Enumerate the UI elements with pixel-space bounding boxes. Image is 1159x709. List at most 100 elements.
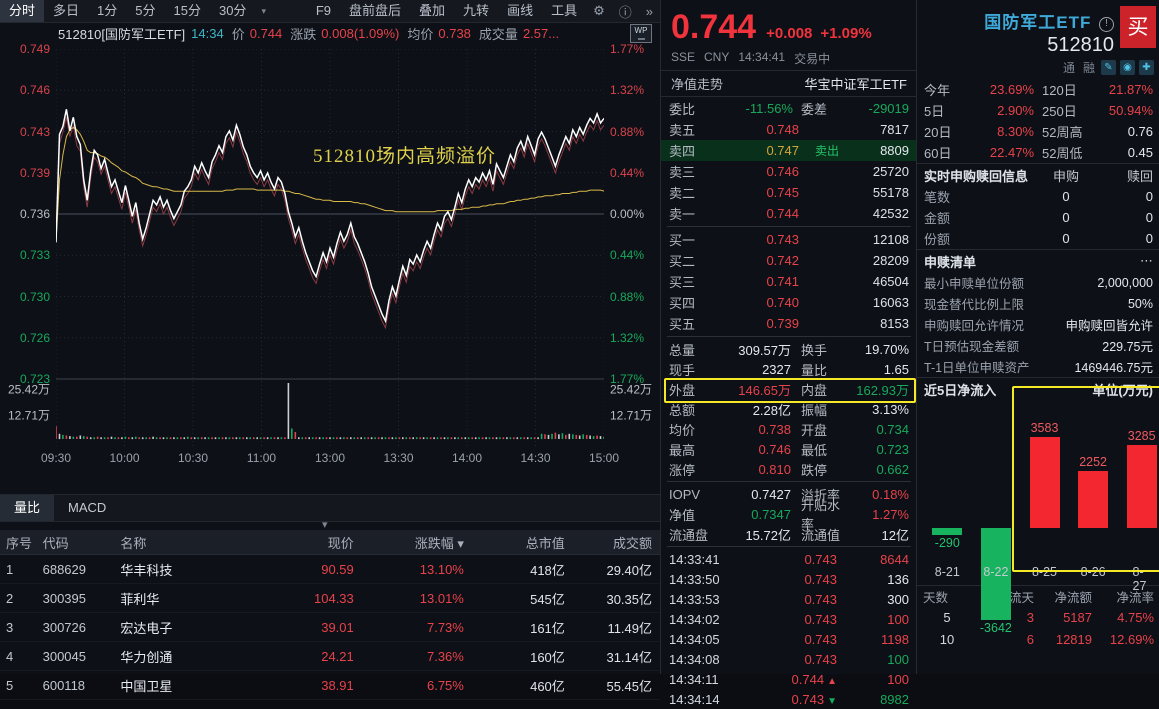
stat-row: 涨停 0.810 跌停 0.662 bbox=[661, 459, 917, 479]
toolbar-drawline[interactable]: 画线 bbox=[507, 3, 534, 18]
bid-row[interactable]: 买一 0.743 12108 bbox=[661, 229, 917, 250]
flow-bar[interactable] bbox=[980, 528, 1011, 620]
stat-label: 涨停 bbox=[669, 462, 696, 478]
ask-row[interactable]: 卖四 0.747 卖出 8809 bbox=[661, 140, 917, 161]
flow-bar-xlabel: 8-21 bbox=[934, 565, 960, 579]
net-flow-bar-chart[interactable]: -290 8-21 -3642 8-22 3583 8-25 2252 8-26 3285 8-2… bbox=[917, 386, 1159, 635]
level-label: 卖三 bbox=[669, 165, 696, 180]
bid-row[interactable]: 买五 0.739 8153 bbox=[661, 313, 917, 334]
col-no: 序号 bbox=[6, 535, 33, 551]
toolbar-overlay[interactable]: 叠加 bbox=[419, 3, 446, 18]
tong-icon[interactable]: 通 bbox=[1062, 61, 1075, 75]
period-tab-15min[interactable]: 15分 bbox=[173, 3, 201, 18]
table-row[interactable]: 2 300395 菲利华 104.33 13.01% 545亿 30.35亿 bbox=[0, 584, 660, 613]
percent-tick: 0.88% bbox=[610, 124, 645, 139]
rong-icon[interactable]: 融 bbox=[1082, 61, 1095, 75]
info-icon[interactable]: ! bbox=[1099, 17, 1114, 32]
level-price: 0.742 bbox=[766, 253, 799, 268]
tab-liangbi[interactable]: 量比 bbox=[0, 495, 55, 521]
table-row[interactable]: 5 600118 中国卫星 38.91 6.75% 460亿 55.45亿 bbox=[0, 671, 660, 700]
flow-bar-label: 2252 bbox=[1079, 455, 1107, 470]
flow-bar-xlabel: 8-26 bbox=[1080, 565, 1106, 579]
performance-row: 5日 2.90% 250日 50.94% bbox=[917, 100, 1159, 121]
subscription-row: 金额 0 0 bbox=[917, 207, 1159, 228]
flow-bar[interactable] bbox=[1078, 471, 1109, 528]
ask-row[interactable]: 卖一 0.744 42532 bbox=[661, 203, 917, 224]
cell-change: 7.73% bbox=[426, 619, 464, 635]
last-price-block: 0.744 +0.008 +1.09% bbox=[661, 0, 917, 46]
stat-label: 现手 bbox=[669, 362, 696, 378]
wp-icon[interactable]: WP bbox=[630, 24, 652, 43]
collapse-chevron-icon[interactable]: ▾ bbox=[322, 519, 328, 531]
volume-tick-left: 25.42万 bbox=[7, 382, 50, 397]
stat-label: 净值 bbox=[669, 507, 696, 523]
col-price[interactable]: 现价 bbox=[327, 535, 354, 551]
exchange-code: SSE bbox=[671, 50, 696, 64]
table-row[interactable]: 4 300045 华力创通 24.21 7.36% 160亿 31.14亿 bbox=[0, 642, 660, 671]
redemption-row: T-1日单位申赎资产 1469446.75元 bbox=[917, 356, 1159, 377]
ask-row[interactable]: 卖二 0.745 55178 bbox=[661, 182, 917, 203]
redemption-more-icon[interactable]: ⋯ bbox=[1140, 253, 1153, 268]
stat-label-2: 溢折率 bbox=[801, 487, 841, 503]
price-tick: 0.733 bbox=[19, 248, 50, 263]
period-tab-duori[interactable]: 多日 bbox=[53, 3, 80, 18]
bid-row[interactable]: 买四 0.740 16063 bbox=[661, 292, 917, 313]
toolbar-jiuzhuan[interactable]: 九转 bbox=[463, 3, 490, 18]
cell-change: 6.75% bbox=[426, 677, 464, 693]
level-volume: 46504 bbox=[872, 274, 909, 289]
table-row[interactable]: 3 300726 宏达电子 39.01 7.73% 161亿 11.49亿 bbox=[0, 613, 660, 642]
intraday-chart[interactable]: 0.749 0.746 0.743 0.739 0.736 0.733 0.730 0.726… bbox=[0, 42, 660, 473]
nav-trend-row[interactable]: 净值走势 华宝中证军工ETF bbox=[661, 70, 917, 97]
stat-value-2: 19.70% bbox=[864, 341, 909, 357]
tick-row: 14:34:11 0.744 ▲ 100 bbox=[661, 669, 917, 689]
period-tab-fenshi[interactable]: 分时 bbox=[0, 0, 45, 22]
buy-button[interactable]: 买 bbox=[1120, 6, 1156, 48]
cell-mktcap: 160亿 bbox=[530, 649, 565, 665]
toolbar-prepost[interactable]: 盘前盘后 bbox=[349, 3, 402, 18]
red-label: T-1日单位申赎资产 bbox=[924, 361, 1030, 375]
level-price: 0.748 bbox=[766, 122, 799, 137]
more-icon[interactable]: » bbox=[645, 3, 653, 19]
edit-pencil-icon[interactable]: ✎ bbox=[1101, 60, 1116, 75]
col-amount[interactable]: 成交额 bbox=[613, 535, 653, 551]
level-label: 买三 bbox=[669, 275, 696, 290]
stat-row: 流通盘 15.72亿 流通值 12亿 bbox=[661, 524, 917, 544]
gear-icon[interactable]: ⚙ bbox=[593, 3, 605, 18]
stat-label: IOPV bbox=[669, 486, 701, 502]
bid-row[interactable]: 买二 0.742 28209 bbox=[661, 250, 917, 271]
flow-bar[interactable] bbox=[932, 528, 963, 536]
period-tab-30min[interactable]: 30分 bbox=[218, 3, 247, 18]
quoteline-code: 512810[国防军工ETF] bbox=[58, 26, 186, 42]
percent-tick: 1.32% bbox=[610, 330, 645, 345]
cell-name: 华丰科技 bbox=[120, 562, 173, 578]
level-label: 卖五 bbox=[669, 123, 696, 138]
net-flow-row: 10 6 12819 12.69% bbox=[917, 628, 1159, 650]
toolbar-tools[interactable]: 工具 bbox=[551, 3, 578, 18]
add-plus-icon[interactable]: ✚ bbox=[1139, 60, 1154, 75]
flow-bar[interactable] bbox=[1029, 437, 1060, 528]
tab-macd[interactable]: MACD bbox=[68, 500, 107, 515]
percent-axis-right: 1.77% 1.32% 0.88% 0.44% 0.00% 0.44% 0.88% 1.32%… bbox=[606, 42, 660, 447]
stat-label-2: 最低 bbox=[801, 442, 828, 458]
bell-icon[interactable]: ◉ bbox=[1120, 60, 1135, 75]
cell-code: 688629 bbox=[42, 561, 86, 577]
fund-info-panel: 国防军工ETF ! 512810 买 通 融 ✎ ◉ ✚ 今年 23.69% 120… bbox=[916, 0, 1159, 674]
period-tab-1min[interactable]: 1分 bbox=[97, 3, 118, 18]
stat-label: 外盘 bbox=[669, 382, 696, 398]
stat-row: 外盘 146.65万 内盘 162.93万 bbox=[661, 379, 917, 399]
chart-plot-area[interactable] bbox=[56, 49, 604, 447]
flow-bar[interactable] bbox=[1126, 445, 1157, 528]
ask-row[interactable]: 卖五 0.748 7817 bbox=[661, 119, 917, 140]
col-market-cap[interactable]: 总市值 bbox=[525, 535, 565, 551]
bid-row[interactable]: 买三 0.741 46504 bbox=[661, 271, 917, 292]
quote-panel: 0.744 +0.008 +1.09% SSE CNY 14:34:41 交易中… bbox=[660, 0, 917, 707]
price-tick: 0.749 bbox=[19, 42, 50, 56]
toolbar-f9[interactable]: F9 bbox=[315, 3, 332, 18]
chevron-down-icon[interactable]: ▾ bbox=[261, 5, 266, 16]
period-tab-5min[interactable]: 5分 bbox=[135, 3, 156, 18]
flow-chart-unit: 单位(万元) bbox=[1092, 382, 1153, 398]
table-row[interactable]: 1 688629 华丰科技 90.59 13.10% 418亿 29.40亿 bbox=[0, 555, 660, 584]
ask-row[interactable]: 卖三 0.746 25720 bbox=[661, 161, 917, 182]
help-icon[interactable]: ⓘ bbox=[618, 4, 632, 20]
col-change-pct[interactable]: 涨跌幅 ▾ bbox=[414, 535, 464, 551]
